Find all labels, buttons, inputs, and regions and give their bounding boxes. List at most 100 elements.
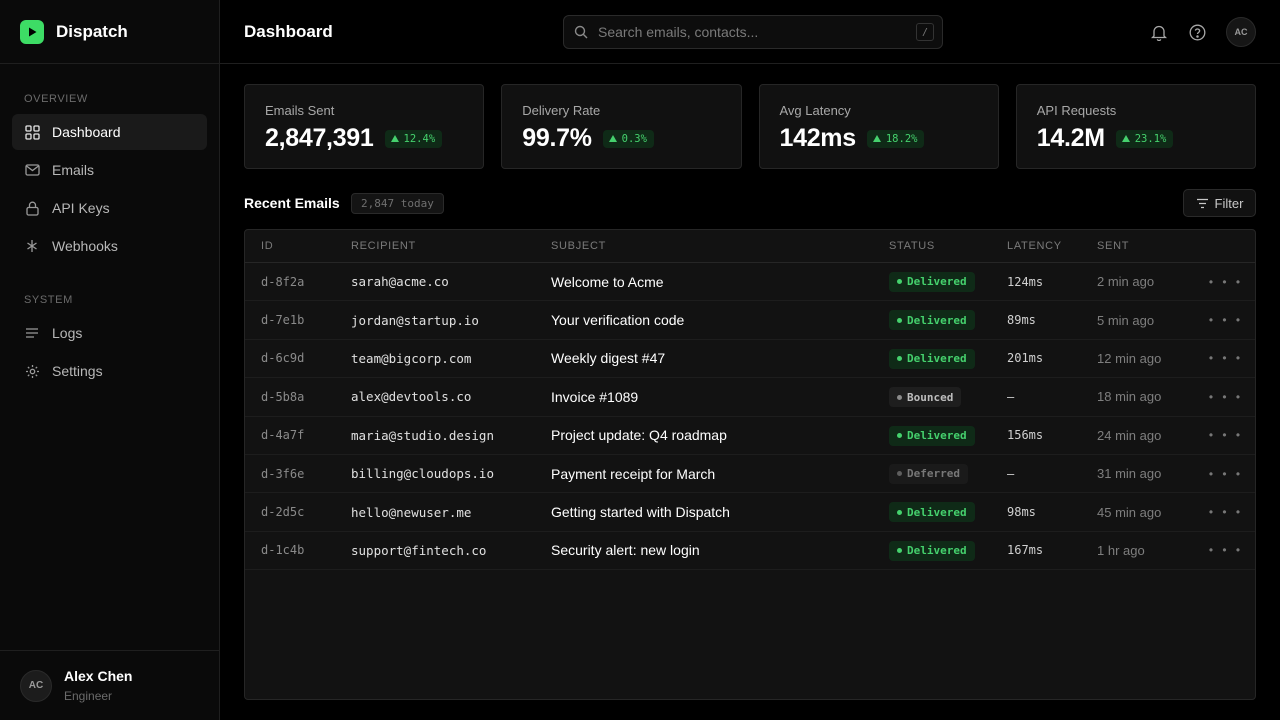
latency: 89ms (1007, 313, 1036, 328)
status-badge: Delivered (889, 348, 975, 369)
status-badge: Deferred (889, 463, 968, 484)
subject: Weekly digest #47 (551, 350, 666, 367)
table-row[interactable]: d-4a7f maria@studio.design Project updat… (245, 417, 1255, 455)
table-row[interactable]: d-8f2a sarah@acme.co Welcome to Acme Del… (245, 263, 1255, 302)
delta-value: 12.4% (403, 132, 436, 145)
status-dot-icon (897, 509, 902, 515)
sent-time: 31 min ago (1097, 466, 1162, 482)
stat-card-emails-sent: Emails Sent 2,847,391 12.4% (244, 84, 485, 169)
sidebar-item-logs[interactable]: Logs (12, 315, 207, 351)
sent-time: 24 min ago (1097, 427, 1162, 443)
column-header-subject[interactable]: SUBJECT (551, 240, 607, 252)
stat-value: 2,847,391 (265, 124, 374, 152)
column-header-sent[interactable]: SENT (1097, 240, 1130, 252)
stat-value: 142ms (779, 124, 857, 152)
email-id: d-3f6e (261, 466, 305, 481)
sent-time: 5 min ago (1097, 312, 1155, 328)
more-actions-icon[interactable]: • • • (1208, 428, 1244, 443)
asterisk-icon (24, 238, 40, 254)
search-input[interactable] (598, 24, 898, 40)
stat-card-delivery-rate: Delivery Rate 99.7% 0.3% (501, 84, 742, 169)
sidebar-item-label: Emails (52, 162, 95, 178)
email-id: d-8f2a (261, 274, 305, 289)
subject: Payment receipt for March (551, 465, 716, 482)
sidebar-item-settings[interactable]: Settings (12, 353, 207, 389)
table-row[interactable]: d-7e1b jordan@startup.io Your verificati… (245, 301, 1255, 340)
latency: 98ms (1007, 505, 1036, 520)
latency: 156ms (1007, 428, 1044, 443)
search-box[interactable]: / (563, 15, 943, 49)
help-icon[interactable] (1188, 23, 1206, 41)
filter-button[interactable]: Filter (1183, 189, 1256, 217)
delta-value: 0.3% (621, 132, 647, 145)
more-actions-icon[interactable]: • • • (1208, 274, 1244, 289)
stat-label: API Requests (1036, 103, 1117, 118)
latency: 124ms (1007, 274, 1044, 289)
status-dot-icon (897, 356, 902, 362)
status-badge: Delivered (889, 540, 975, 561)
subject: Security alert: new login (551, 542, 700, 559)
subject: Invoice #1089 (551, 388, 639, 405)
sent-time: 45 min ago (1097, 504, 1162, 520)
status-badge: Delivered (889, 310, 975, 331)
status-dot-icon (897, 279, 902, 285)
avatar: AC (20, 669, 52, 702)
latency: 201ms (1007, 351, 1044, 366)
email-id: d-1c4b (261, 543, 305, 558)
brand[interactable]: Dispatch (0, 0, 219, 64)
sidebar-item-label: Logs (52, 325, 83, 341)
emails-table: ID RECIPIENT SUBJECT STATUS LATENCY SENT… (244, 229, 1256, 700)
status-label: Delivered (907, 429, 967, 442)
sidebar-item-api-keys[interactable]: API Keys (12, 190, 207, 226)
avatar[interactable]: AC (1226, 17, 1256, 47)
status-badge: Delivered (889, 271, 975, 292)
subject: Getting started with Dispatch (551, 504, 730, 521)
lock-icon (24, 200, 40, 216)
sidebar-item-label: Webhooks (52, 238, 118, 254)
section-title: Recent Emails (244, 195, 340, 211)
more-actions-icon[interactable]: • • • (1208, 466, 1244, 481)
stats-row: Emails Sent 2,847,391 12.4% Delivery Rat… (244, 84, 1256, 169)
status-label: Bounced (907, 390, 954, 404)
sent-time: 18 min ago (1097, 389, 1162, 405)
app-name: Dispatch (56, 21, 128, 41)
column-header-latency[interactable]: LATENCY (1007, 240, 1062, 252)
lines-icon (24, 325, 40, 341)
more-actions-icon[interactable]: • • • (1208, 543, 1244, 558)
table-row[interactable]: d-1c4b support@fintech.co Security alert… (245, 532, 1255, 571)
table-row[interactable]: d-3f6e billing@cloudops.io Payment recei… (245, 455, 1255, 494)
sidebar-item-emails[interactable]: Emails (12, 152, 207, 188)
more-actions-icon[interactable]: • • • (1208, 313, 1244, 328)
more-actions-icon[interactable]: • • • (1208, 505, 1244, 520)
sidebar-item-dashboard[interactable]: Dashboard (12, 114, 207, 150)
sent-time: 1 hr ago (1097, 542, 1145, 558)
sidebar-item-webhooks[interactable]: Webhooks (12, 228, 207, 264)
latency: — (1007, 389, 1015, 404)
subject: Welcome to Acme (551, 273, 664, 290)
more-actions-icon[interactable]: • • • (1208, 351, 1244, 366)
user-profile[interactable]: AC Alex Chen Engineer (0, 650, 219, 720)
status-label: Deferred (907, 467, 960, 481)
count-badge: 2,847 today (351, 193, 444, 214)
email-id: d-2d5c (261, 505, 305, 520)
email-id: d-6c9d (261, 351, 305, 366)
column-header-status[interactable]: STATUS (889, 240, 935, 252)
filter-icon (1196, 198, 1209, 209)
column-header-id[interactable]: ID (261, 240, 274, 252)
sent-time: 2 min ago (1097, 274, 1155, 290)
more-actions-icon[interactable]: • • • (1208, 389, 1244, 404)
bell-icon[interactable] (1150, 23, 1168, 41)
recipient: maria@studio.design (351, 427, 494, 443)
table-row[interactable]: d-5b8a alex@devtools.co Invoice #1089 Bo… (245, 378, 1255, 417)
table-row[interactable]: d-6c9d team@bigcorp.com Weekly digest #4… (245, 340, 1255, 379)
sidebar-item-label: Dashboard (52, 124, 121, 140)
table-row[interactable]: d-2d5c hello@newuser.me Getting started … (245, 493, 1255, 532)
email-id: d-4a7f (261, 428, 305, 443)
column-header-recipient[interactable]: RECIPIENT (351, 240, 416, 252)
gear-icon (24, 363, 40, 379)
play-logo-icon (20, 19, 44, 44)
latency: 167ms (1007, 543, 1044, 558)
stat-value: 99.7% (522, 124, 592, 152)
stat-label: Emails Sent (265, 103, 335, 118)
recipient: team@bigcorp.com (351, 350, 472, 366)
